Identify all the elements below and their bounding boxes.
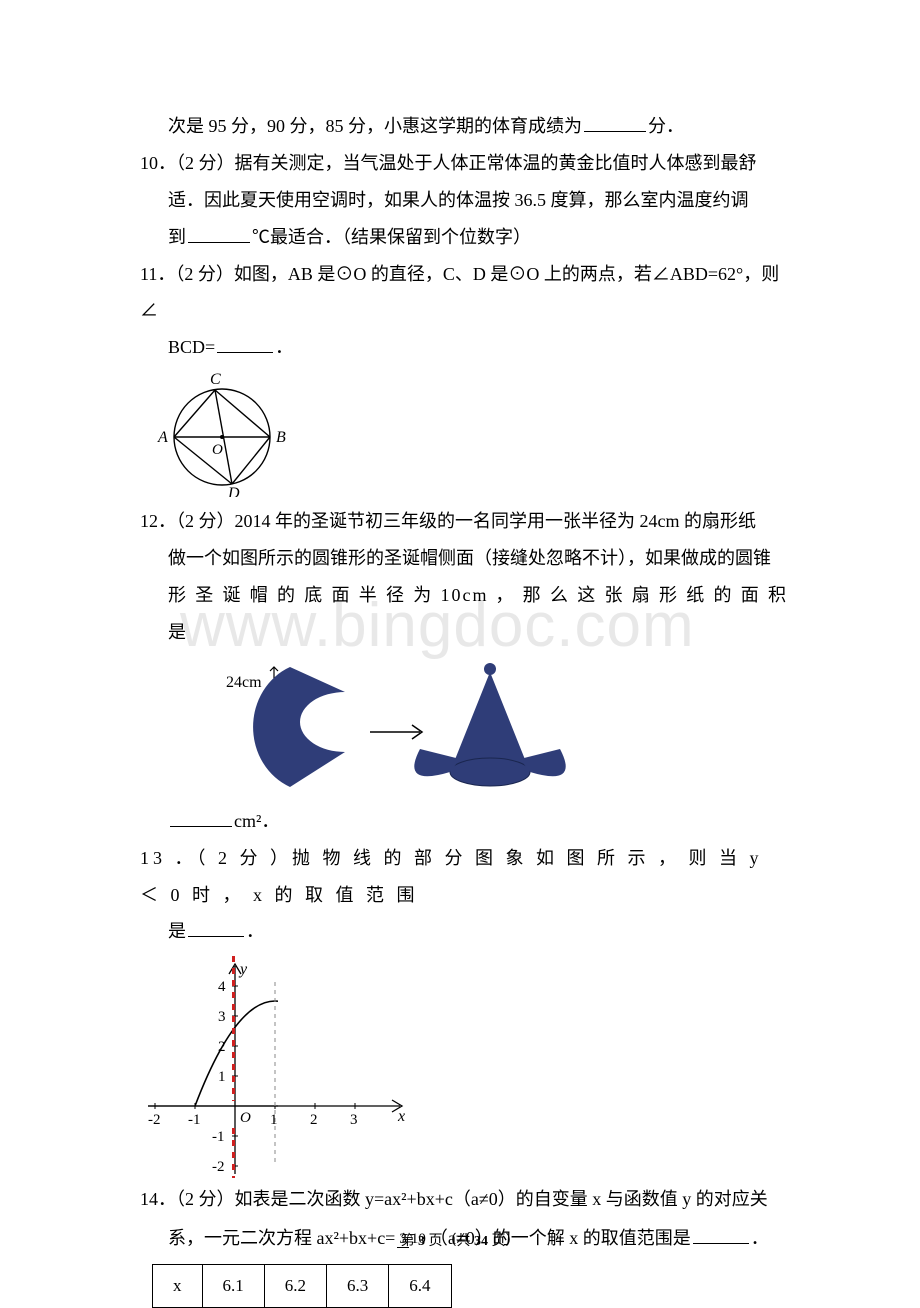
q13: 13 ．（ 2 分 ）抛 物 线 的 部 分 图 象 如 图 所 示 ， 则 当… — [140, 840, 788, 914]
q14-num: 14．（2 分） — [140, 1189, 235, 1209]
q13-num: 13 ．（ 2 分 ） — [140, 848, 292, 868]
svg-text:-1: -1 — [212, 1129, 225, 1145]
q14-blank — [693, 1230, 749, 1244]
svg-text:-2: -2 — [212, 1159, 225, 1175]
q13-l2: 是． — [140, 913, 788, 950]
label-B: B — [276, 429, 286, 446]
th-x: x — [153, 1264, 203, 1308]
q11-l2: BCD= ． — [140, 329, 788, 366]
q11-blank — [217, 339, 273, 353]
q12-blank — [170, 813, 232, 827]
label-O: O — [212, 442, 223, 458]
td-0: 6.1 — [202, 1264, 264, 1308]
q14-line2a: 系，一元二次方程 ax²+bx+c= — [168, 1228, 395, 1248]
q13-blank — [188, 923, 244, 937]
q12-line3: 形 圣 诞 帽 的 底 面 半 径 为 10cm ， 那 么 这 张 扇 形 纸… — [168, 585, 788, 642]
q14-table: x 6.1 6.2 6.3 6.4 — [152, 1264, 452, 1308]
q11-num: 11．（2 分） — [140, 264, 234, 284]
q14-line2b: （a≠0）的一个解 x 的取值范围是 — [430, 1228, 691, 1248]
frac-num: 3 — [397, 1231, 409, 1248]
q9-blank — [584, 118, 646, 132]
q12-figure: 24cm — [190, 657, 610, 797]
q13-line2a: 是 — [168, 921, 186, 941]
td-1: 6.2 — [264, 1264, 326, 1308]
page-content: 次是 95 分，90 分，85 分，小惠这学期的体育成绩为 分． 10．（2 分）… — [0, 0, 920, 1308]
svg-text:2: 2 — [310, 1112, 318, 1128]
q10-line1: 据有关测定，当气温处于人体正常体温的黄金比值时人体感到最舒 — [235, 153, 757, 173]
q11-line2a: BCD= — [168, 337, 215, 357]
q10-line3b: ℃最适合．（结果保留到个位数字） — [252, 227, 531, 247]
q11-figure: A B C D O — [150, 372, 300, 497]
label-C: C — [210, 372, 221, 388]
q12-line2: 做一个如图所示的圆锥形的圣诞帽侧面（接缝处忽略不计），如果做成的圆锥 — [168, 548, 771, 568]
svg-text:-1: -1 — [188, 1112, 201, 1128]
label-24cm: 24cm — [226, 674, 262, 691]
td-3: 6.4 — [389, 1264, 451, 1308]
q13-line2b: ． — [246, 921, 264, 941]
q10-line2: 适．因此夏天使用空调时，如果人的体温按 36.5 度算，那么室内温度约调 — [168, 190, 749, 210]
label-D: D — [227, 485, 240, 497]
svg-text:y: y — [238, 961, 248, 978]
q12-num: 12．（2 分） — [140, 511, 235, 531]
q10-l2: 适．因此夏天使用空调时，如果人的体温按 36.5 度算，那么室内温度约调 — [140, 182, 788, 219]
svg-text:4: 4 — [218, 979, 226, 995]
svg-text:3: 3 — [350, 1112, 358, 1128]
q10-num: 10．（2 分） — [140, 153, 235, 173]
q12: 12．（2 分）2014 年的圣诞节初三年级的一名同学用一张半径为 24cm 的… — [140, 503, 788, 540]
svg-text:-2: -2 — [148, 1112, 161, 1128]
q11-line2b: ． — [275, 337, 293, 357]
frac-den: 10 — [409, 1231, 428, 1247]
q14-line2c: ． — [751, 1228, 769, 1248]
svg-text:1: 1 — [270, 1112, 278, 1128]
q14-l2: 系，一元二次方程 ax²+bx+c=310（a≠0）的一个解 x 的取值范围是 ． — [140, 1218, 788, 1259]
table-row: x 6.1 6.2 6.3 6.4 — [153, 1264, 452, 1308]
q12-l2: 做一个如图所示的圆锥形的圣诞帽侧面（接缝处忽略不计），如果做成的圆锥 — [140, 540, 788, 577]
svg-text:x: x — [397, 1108, 405, 1125]
q14: 14．（2 分）如表是二次函数 y=ax²+bx+c（a≠0）的自变量 x 与函… — [140, 1181, 788, 1218]
q10-l3: 到 ℃最适合．（结果保留到个位数字） — [140, 219, 788, 256]
red-dash-top — [232, 956, 235, 1101]
q10: 10．（2 分）据有关测定，当气温处于人体正常体温的黄金比值时人体感到最舒 — [140, 145, 788, 182]
q11: 11．（2 分）如图，AB 是⊙O 的直径，C、D 是⊙O 上的两点，若∠ABD… — [140, 256, 788, 330]
q11-line1: 如图，AB 是⊙O 的直径，C、D 是⊙O 上的两点，若∠ABD=62°，则∠ — [140, 264, 779, 321]
q12-unit: cm²． — [234, 811, 279, 831]
q9-text-b: 分． — [648, 116, 684, 136]
q12-unit-line: cm²． — [140, 803, 788, 840]
svg-text:1: 1 — [218, 1069, 226, 1085]
q9-text-a: 次是 95 分，90 分，85 分，小惠这学期的体育成绩为 — [168, 116, 582, 136]
q9-continuation: 次是 95 分，90 分，85 分，小惠这学期的体育成绩为 分． — [140, 108, 788, 145]
q13-figure: 1 2 3 4 -1 -2 -1 -2 1 2 3 y x O — [140, 956, 430, 1181]
td-2: 6.3 — [327, 1264, 389, 1308]
q10-blank — [188, 229, 250, 243]
q12-l3: 形 圣 诞 帽 的 底 面 半 径 为 10cm ， 那 么 这 张 扇 形 纸… — [140, 577, 788, 651]
q14-line1: 如表是二次函数 y=ax²+bx+c（a≠0）的自变量 x 与函数值 y 的对应… — [235, 1189, 768, 1209]
svg-text:3: 3 — [218, 1009, 226, 1025]
q12-line1: 2014 年的圣诞节初三年级的一名同学用一张半径为 24cm 的扇形纸 — [235, 511, 757, 531]
label-A: A — [157, 429, 168, 446]
red-dash-bottom — [232, 1128, 235, 1178]
svg-text:O: O — [240, 1110, 251, 1126]
q14-fraction: 310 — [397, 1232, 428, 1248]
q10-line3a: 到 — [168, 227, 186, 247]
